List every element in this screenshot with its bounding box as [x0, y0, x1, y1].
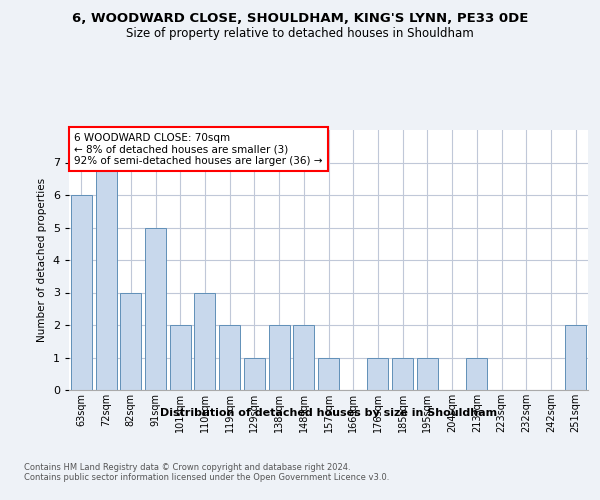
- Bar: [318, 358, 339, 390]
- Bar: [293, 325, 314, 390]
- Bar: [417, 358, 438, 390]
- Text: Contains public sector information licensed under the Open Government Licence v3: Contains public sector information licen…: [24, 472, 389, 482]
- Bar: [120, 292, 141, 390]
- Bar: [565, 325, 586, 390]
- Y-axis label: Number of detached properties: Number of detached properties: [37, 178, 47, 342]
- Bar: [219, 325, 240, 390]
- Bar: [392, 358, 413, 390]
- Bar: [194, 292, 215, 390]
- Bar: [244, 358, 265, 390]
- Bar: [145, 228, 166, 390]
- Bar: [367, 358, 388, 390]
- Text: 6 WOODWARD CLOSE: 70sqm
← 8% of detached houses are smaller (3)
92% of semi-deta: 6 WOODWARD CLOSE: 70sqm ← 8% of detached…: [74, 132, 323, 166]
- Text: Distribution of detached houses by size in Shouldham: Distribution of detached houses by size …: [160, 408, 497, 418]
- Text: Size of property relative to detached houses in Shouldham: Size of property relative to detached ho…: [126, 28, 474, 40]
- Bar: [71, 195, 92, 390]
- Text: Contains HM Land Registry data © Crown copyright and database right 2024.: Contains HM Land Registry data © Crown c…: [24, 462, 350, 471]
- Bar: [269, 325, 290, 390]
- Bar: [95, 162, 116, 390]
- Text: 6, WOODWARD CLOSE, SHOULDHAM, KING'S LYNN, PE33 0DE: 6, WOODWARD CLOSE, SHOULDHAM, KING'S LYN…: [72, 12, 528, 26]
- Bar: [170, 325, 191, 390]
- Bar: [466, 358, 487, 390]
